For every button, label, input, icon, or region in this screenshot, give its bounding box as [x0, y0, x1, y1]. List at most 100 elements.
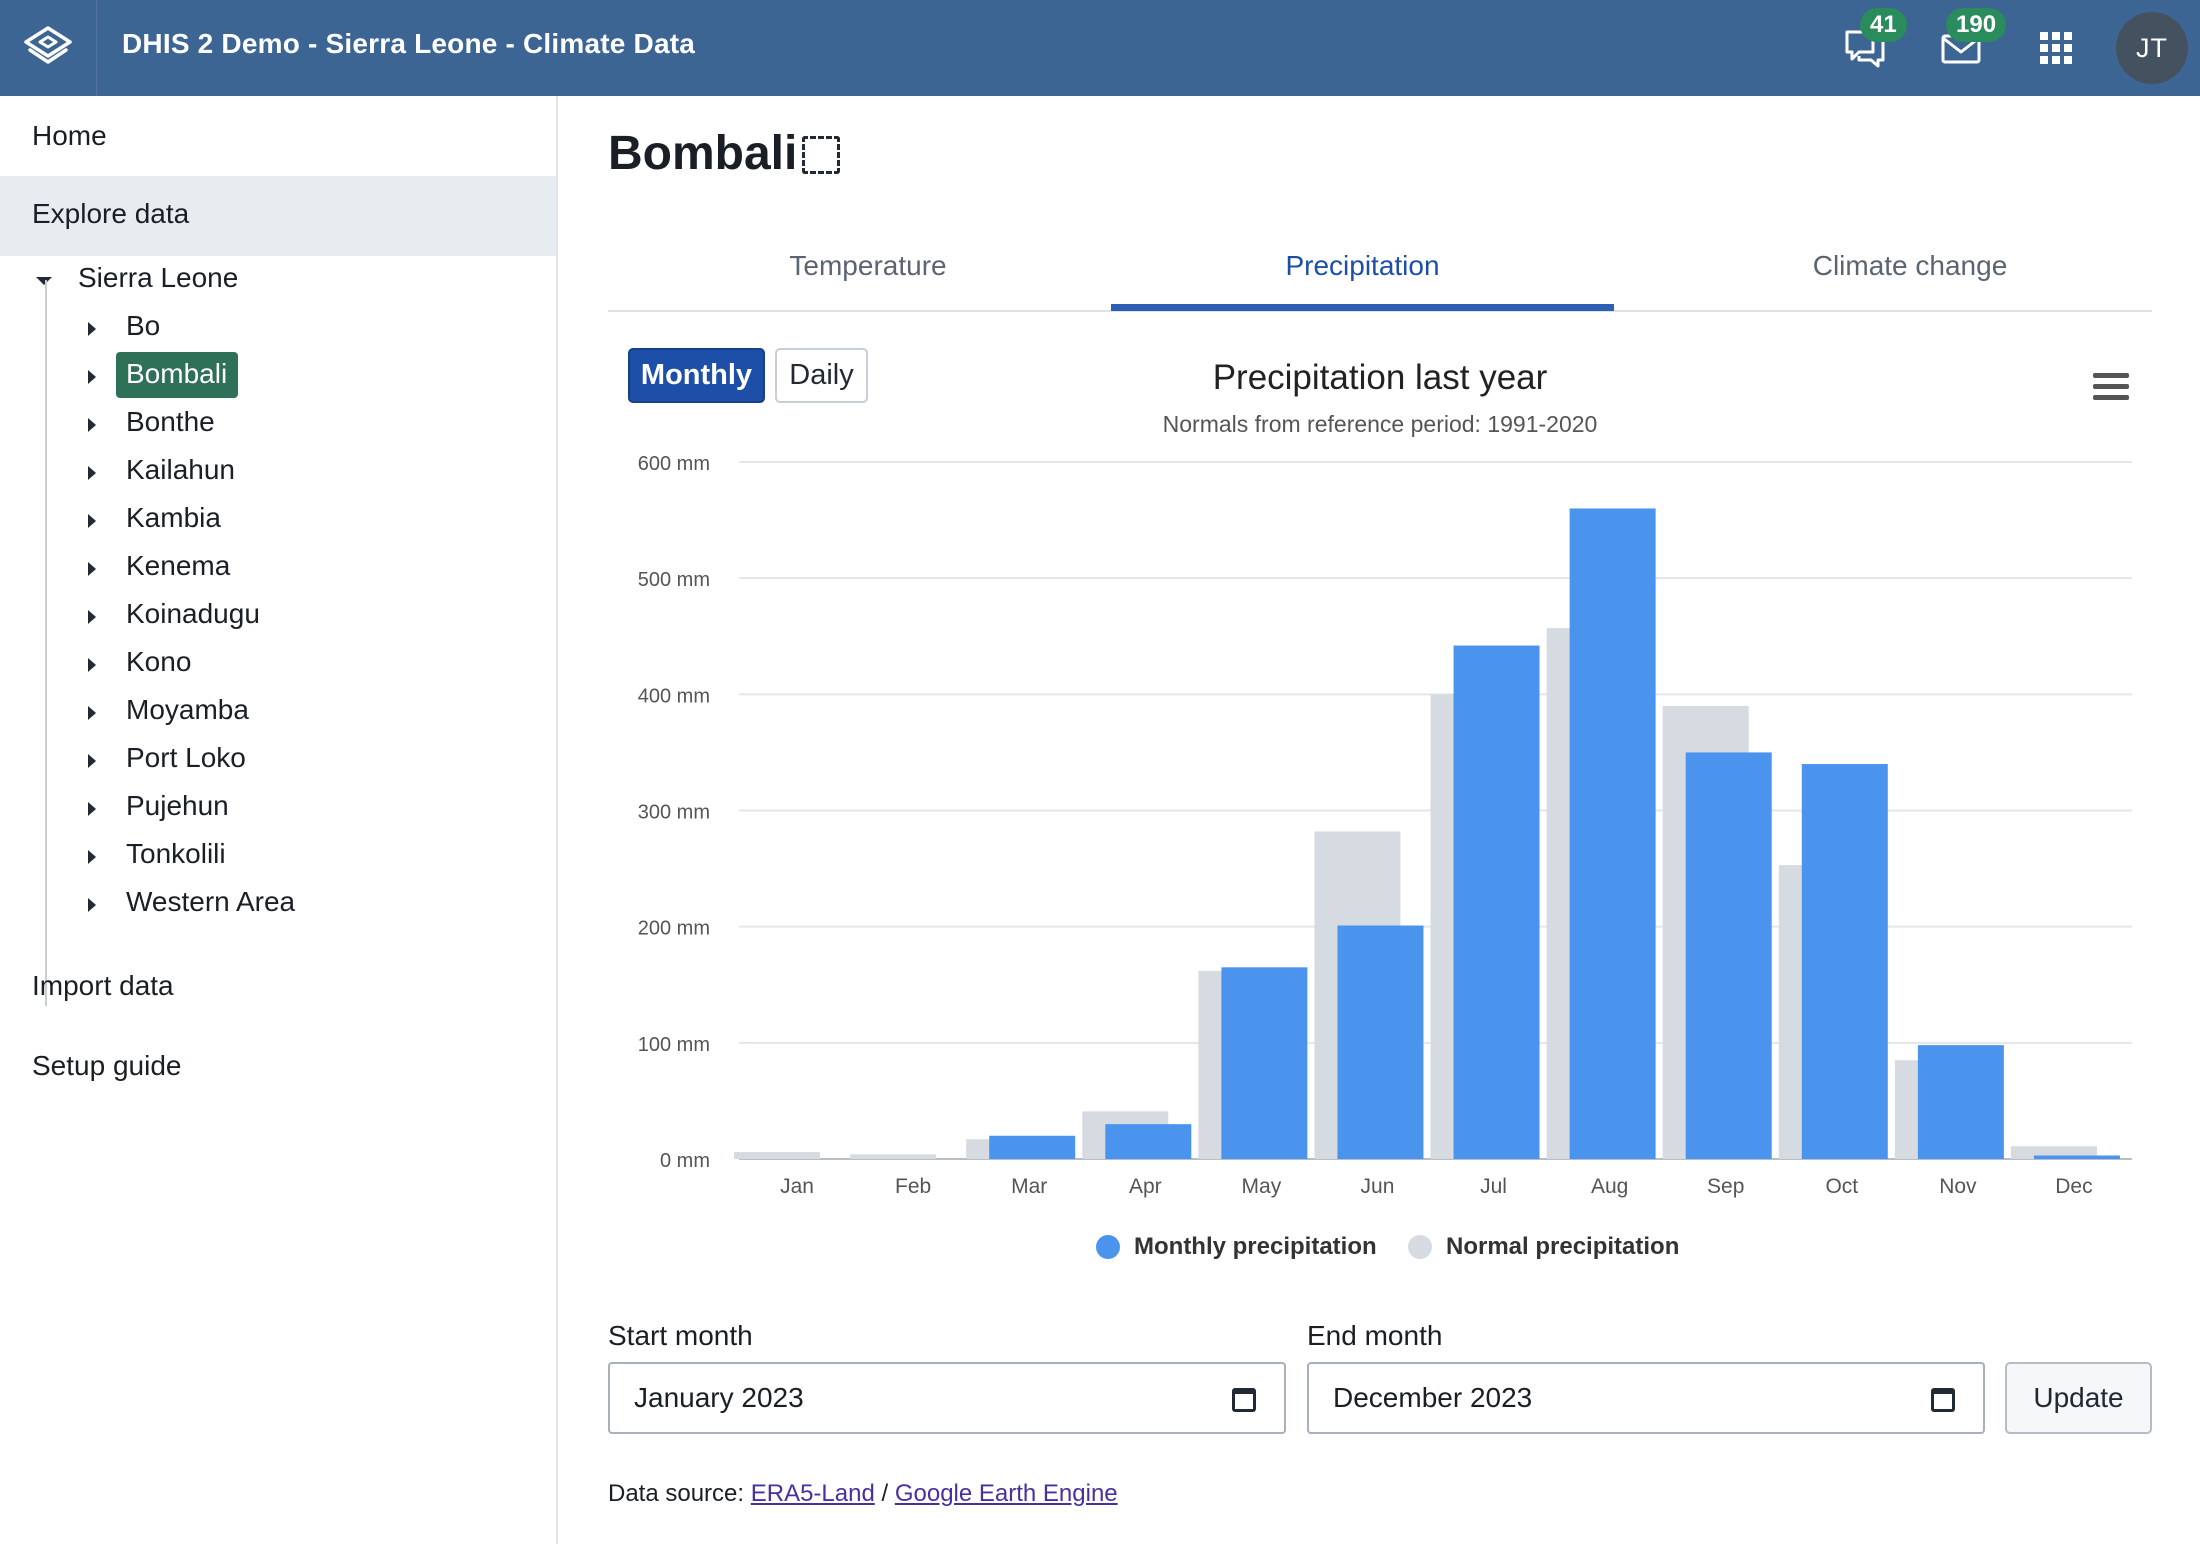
sidebar-item-home[interactable]: Home: [32, 120, 107, 151]
monthly-precipitation-bar[interactable]: [1105, 1124, 1192, 1159]
update-button[interactable]: Update: [2005, 1362, 2152, 1434]
end-month-input[interactable]: December 2023: [1307, 1362, 1985, 1434]
legend-monthly-dot: [1096, 1235, 1120, 1259]
app-title: DHIS 2 Demo - Sierra Leone - Climate Dat…: [122, 28, 696, 59]
y-tick-label: 600 mm: [638, 453, 710, 475]
expand-caret-icon[interactable]: [88, 466, 96, 480]
chart-bars: [734, 508, 2120, 1159]
expand-caret-icon[interactable]: [88, 850, 96, 864]
start-month-label: Start month: [608, 1320, 753, 1351]
monthly-precipitation-bar[interactable]: [1569, 508, 1656, 1159]
y-tick-label: 300 mm: [638, 802, 710, 824]
monthly-precipitation-bar[interactable]: [1917, 1045, 2004, 1159]
tree-item-district[interactable]: Kono: [126, 646, 192, 677]
x-tick-label: Mar: [1011, 1175, 1047, 1198]
x-tick-label: Aug: [1591, 1175, 1628, 1198]
tree-item-district[interactable]: Port Loko: [126, 742, 246, 773]
sidebar-item-setup[interactable]: Setup guide: [32, 1050, 182, 1081]
tab-climate-change[interactable]: Climate change: [1812, 250, 2008, 281]
expand-caret-icon[interactable]: [88, 754, 96, 768]
normal-precipitation-bar[interactable]: [734, 1152, 821, 1159]
chart-y-ticks: 0 mm 100 mm 200 mm 300 mm 400 mm 500 mm 600 mm: [638, 453, 710, 1172]
legend-monthly-label: Monthly precipitation: [1134, 1233, 1377, 1260]
expand-caret-icon[interactable]: [88, 322, 96, 336]
x-tick-label: Apr: [1129, 1175, 1162, 1198]
monthly-precipitation-bar[interactable]: [1337, 925, 1424, 1159]
legend-normal-dot: [1408, 1235, 1432, 1259]
x-tick-label: Dec: [2055, 1175, 2092, 1198]
y-tick-label: 400 mm: [638, 685, 710, 707]
expand-caret-icon[interactable]: [88, 802, 96, 816]
monthly-toggle-button[interactable]: Monthly: [628, 348, 765, 403]
sidebar-item-explore-bg: [0, 176, 556, 256]
apps-grid-icon: [2040, 32, 2072, 64]
daily-toggle-button[interactable]: Daily: [775, 348, 868, 403]
tree-item-district[interactable]: Koinadugu: [126, 598, 260, 629]
user-avatar[interactable]: JT: [2116, 12, 2188, 84]
chart-x-ticks: Jan Feb Mar Apr May Jun Jul Aug Sep Oct Nov Dec: [780, 1175, 2093, 1198]
collapse-caret-icon[interactable]: [36, 277, 52, 285]
tab-precipitation[interactable]: Precipitation: [1285, 250, 1440, 281]
start-month-input[interactable]: January 2023: [608, 1362, 1286, 1434]
x-tick-label: May: [1242, 1175, 1282, 1198]
page-title: Bombali: [608, 127, 798, 180]
y-tick-label: 100 mm: [638, 1034, 710, 1056]
expand-caret-icon[interactable]: [88, 610, 96, 624]
x-tick-label: Jan: [780, 1175, 814, 1198]
tab-bar: Temperature Precipitation Climate change: [608, 230, 2152, 312]
monthly-precipitation-bar[interactable]: [1221, 967, 1308, 1159]
sidebar: Home Explore data Sierra Leone Bo Bombal…: [0, 96, 558, 1544]
tree-item-district[interactable]: Bonthe: [126, 406, 215, 437]
calendar-icon[interactable]: [1931, 1388, 1955, 1412]
tab-temperature[interactable]: Temperature: [789, 250, 947, 281]
app-header: DHIS 2 Demo - Sierra Leone - Climate Dat…: [0, 0, 2200, 96]
tree-item-district[interactable]: Tonkolili: [126, 838, 226, 869]
expand-caret-icon[interactable]: [88, 706, 96, 720]
era5-land-link[interactable]: ERA5-Land: [750, 1480, 875, 1507]
tree-item-selected-highlight: [116, 352, 238, 398]
chart-title: Precipitation last year: [1212, 358, 1548, 397]
expand-caret-icon[interactable]: [88, 514, 96, 528]
expand-caret-icon[interactable]: [88, 370, 96, 384]
y-tick-label: 500 mm: [638, 569, 710, 591]
fullscreen-icon[interactable]: [802, 136, 840, 174]
x-tick-label: Oct: [1825, 1175, 1858, 1198]
expand-caret-icon[interactable]: [88, 898, 96, 912]
chart-subtitle: Normals from reference period: 1991-2020: [1162, 411, 1598, 437]
legend-normal-label: Normal precipitation: [1446, 1233, 1680, 1260]
tree-item-district[interactable]: Pujehun: [126, 790, 229, 821]
monthly-precipitation-bar[interactable]: [989, 1135, 1076, 1159]
expand-caret-icon[interactable]: [88, 658, 96, 672]
tree-item-district[interactable]: Bo: [126, 310, 161, 341]
sidebar-item-explore[interactable]: Explore data: [32, 198, 190, 229]
tree-item-district[interactable]: Moyamba: [126, 694, 249, 725]
monthly-precipitation-bar[interactable]: [1453, 645, 1540, 1159]
normal-precipitation-bar[interactable]: [850, 1154, 937, 1159]
tree-item-sierra-leone[interactable]: Sierra Leone: [78, 262, 239, 293]
expand-caret-icon[interactable]: [88, 562, 96, 576]
legend-monthly[interactable]: Monthly precipitation: [1096, 1233, 1377, 1261]
monthly-precipitation-bar[interactable]: [2033, 1155, 2120, 1159]
sidebar-item-import[interactable]: Import data: [32, 970, 174, 1001]
tree-item-district-selected[interactable]: Bombali: [126, 358, 228, 389]
legend-normal[interactable]: Normal precipitation: [1408, 1233, 1679, 1261]
data-source-note: Data source: ERA5-Land / Google Earth En…: [608, 1480, 1118, 1508]
tree-guide-line: [45, 280, 47, 1006]
apps-menu-button[interactable]: [2032, 24, 2080, 72]
monthly-precipitation-bar[interactable]: [1801, 764, 1888, 1159]
x-tick-label: Feb: [895, 1175, 931, 1198]
x-tick-label: Jun: [1361, 1175, 1395, 1198]
google-earth-engine-link[interactable]: Google Earth Engine: [894, 1480, 1118, 1507]
tree-item-district[interactable]: Kambia: [126, 502, 221, 533]
tree-item-district[interactable]: Western Area: [126, 886, 296, 917]
expand-caret-icon[interactable]: [88, 418, 96, 432]
chart-menu-icon[interactable]: [2093, 373, 2129, 401]
data-source-separator: /: [874, 1480, 895, 1507]
y-tick-label: 0 mm: [660, 1150, 710, 1172]
tree-item-district[interactable]: Kailahun: [126, 454, 235, 485]
dhis2-logo[interactable]: [0, 0, 97, 96]
data-source-prefix: Data source:: [608, 1480, 751, 1507]
calendar-icon[interactable]: [1232, 1388, 1256, 1412]
tree-item-district[interactable]: Kenema: [126, 550, 231, 581]
monthly-precipitation-bar[interactable]: [1685, 752, 1772, 1159]
